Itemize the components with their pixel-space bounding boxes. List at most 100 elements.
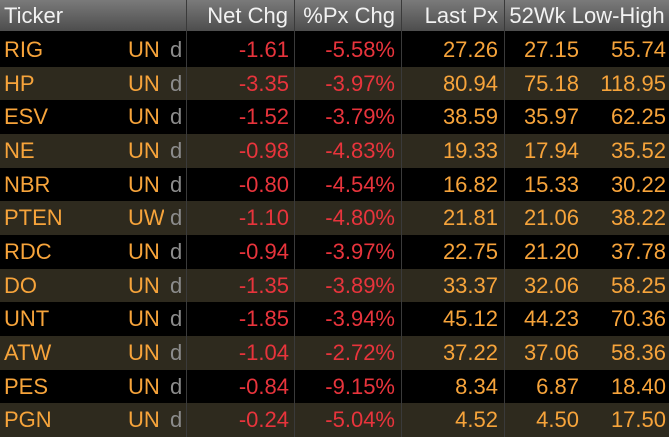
pct-chg-cell: -9.15% [325, 374, 395, 399]
table-row[interactable]: RIG UN d -1.61 -5.58% 27.26 27.15 55.74 [0, 33, 669, 67]
net-chg-cell: -1.85 [238, 306, 289, 331]
52wk-low-cell: 6.87 [536, 374, 579, 399]
column-divider [294, 0, 295, 437]
52wk-high-cell: 30.22 [610, 172, 666, 197]
ticker-cell: ATW [4, 340, 52, 365]
column-header-last-px[interactable]: Last Px [402, 0, 504, 31]
table-row[interactable]: UNT UN d -1.85 -3.94% 45.12 44.23 70.36 [0, 302, 669, 336]
pct-chg-cell: -5.58% [325, 37, 395, 62]
52wk-low-cell: 27.15 [523, 37, 579, 62]
flag-cell: d [170, 407, 183, 432]
52wk-low-cell: 15.33 [523, 172, 579, 197]
ticker-cell: RIG [4, 37, 44, 62]
last-px-cell: 80.94 [442, 71, 498, 96]
flag-cell: d [170, 239, 183, 264]
net-chg-cell: -0.84 [238, 374, 289, 399]
52wk-high-cell: 118.95 [600, 71, 666, 96]
exchange-cell: UN [128, 340, 160, 365]
pct-chg-cell: -5.04% [325, 407, 395, 432]
column-header-pct-chg[interactable]: %Px Chg [295, 0, 401, 31]
52wk-low-cell: 21.06 [523, 205, 579, 230]
column-header-net-chg-label: Net Chg [207, 2, 288, 28]
52wk-high-cell: 17.50 [610, 407, 666, 432]
flag-cell: d [170, 306, 183, 331]
table-row[interactable]: PTEN UW d -1.10 -4.80% 21.81 21.06 38.22 [0, 201, 669, 235]
flag-cell: d [170, 37, 183, 62]
ticker-cell: ESV [4, 104, 49, 129]
ticker-cell: RDC [4, 239, 52, 264]
last-px-cell: 38.59 [442, 104, 498, 129]
column-header-ticker-label: Ticker [4, 2, 64, 28]
52wk-low-cell: 32.06 [523, 273, 579, 298]
column-header-net-chg[interactable]: Net Chg [187, 0, 294, 31]
net-chg-cell: -1.35 [238, 273, 289, 298]
flag-cell: d [170, 104, 183, 129]
net-chg-cell: -0.24 [238, 407, 289, 432]
52wk-high-cell: 18.40 [610, 374, 666, 399]
table-row[interactable]: PES UN d -0.84 -9.15% 8.34 6.87 18.40 [0, 370, 669, 404]
net-chg-cell: -1.61 [238, 37, 289, 62]
column-header-last-px-label: Last Px [424, 2, 498, 28]
52wk-high-cell: 38.22 [610, 205, 666, 230]
table-row[interactable]: DO UN d -1.35 -3.89% 33.37 32.06 58.25 [0, 269, 669, 303]
flag-cell: d [170, 138, 183, 163]
table-row[interactable]: NBR UN d -0.80 -4.54% 16.82 15.33 30.22 [0, 168, 669, 202]
exchange-cell: UN [128, 138, 160, 163]
52wk-high-cell: 70.36 [610, 306, 666, 331]
column-divider [401, 0, 402, 437]
pct-chg-cell: -4.80% [325, 205, 395, 230]
table-row[interactable]: ATW UN d -1.04 -2.72% 37.22 37.06 58.36 [0, 336, 669, 370]
last-px-cell: 21.81 [442, 205, 498, 230]
last-px-cell: 22.75 [442, 239, 498, 264]
52wk-high-cell: 58.25 [610, 273, 666, 298]
flag-cell: d [170, 205, 183, 230]
exchange-cell: UN [128, 306, 160, 331]
last-px-cell: 16.82 [442, 172, 498, 197]
column-header-52wk-range[interactable]: 52Wk Low-High [505, 0, 669, 31]
net-chg-cell: -0.80 [238, 172, 289, 197]
52wk-low-cell: 4.50 [536, 407, 579, 432]
ticker-cell: PGN [4, 407, 52, 432]
last-px-cell: 37.22 [442, 340, 498, 365]
table-row[interactable]: RDC UN d -0.94 -3.97% 22.75 21.20 37.78 [0, 235, 669, 269]
net-chg-cell: -0.98 [238, 138, 289, 163]
52wk-low-cell: 35.97 [523, 104, 579, 129]
net-chg-cell: -3.35 [238, 71, 289, 96]
last-px-cell: 8.34 [455, 374, 498, 399]
net-chg-cell: -1.04 [238, 340, 289, 365]
52wk-high-cell: 35.52 [610, 138, 666, 163]
pct-chg-cell: -4.54% [325, 172, 395, 197]
ticker-cell: UNT [4, 306, 50, 331]
pct-chg-cell: -4.83% [325, 138, 395, 163]
pct-chg-cell: -3.97% [325, 71, 395, 96]
52wk-high-cell: 62.25 [610, 104, 666, 129]
ticker-cell: PES [4, 374, 49, 399]
pct-chg-cell: -3.89% [325, 273, 395, 298]
flag-cell: d [170, 71, 183, 96]
52wk-low-cell: 75.18 [523, 71, 579, 96]
ticker-cell: NBR [4, 172, 51, 197]
52wk-high-cell: 58.36 [610, 340, 666, 365]
ticker-cell: HP [4, 71, 35, 96]
net-chg-cell: -1.52 [238, 104, 289, 129]
table-row[interactable]: ESV UN d -1.52 -3.79% 38.59 35.97 62.25 [0, 100, 669, 134]
52wk-high-cell: 37.78 [610, 239, 666, 264]
52wk-low-cell: 17.94 [523, 138, 579, 163]
pct-chg-cell: -3.79% [325, 104, 395, 129]
table-row[interactable]: NE UN d -0.98 -4.83% 19.33 17.94 35.52 [0, 134, 669, 168]
table-body: RIG UN d -1.61 -5.58% 27.26 27.15 55.74 HP UN d -3.… [0, 33, 669, 437]
table-row[interactable]: PGN UN d -0.24 -5.04% 4.52 4.50 17.50 [0, 403, 669, 437]
net-chg-cell: -0.94 [238, 239, 289, 264]
ticker-cell: DO [4, 273, 37, 298]
last-px-cell: 45.12 [442, 306, 498, 331]
exchange-cell: UN [128, 273, 160, 298]
pct-chg-cell: -2.72% [325, 340, 395, 365]
exchange-cell: UN [128, 172, 160, 197]
table-row[interactable]: HP UN d -3.35 -3.97% 80.94 75.18 118.95 [0, 67, 669, 101]
column-header-ticker[interactable]: Ticker [0, 0, 186, 31]
exchange-cell: UN [128, 104, 160, 129]
pct-chg-cell: -3.97% [325, 239, 395, 264]
flag-cell: d [170, 273, 183, 298]
exchange-cell: UN [128, 71, 160, 96]
